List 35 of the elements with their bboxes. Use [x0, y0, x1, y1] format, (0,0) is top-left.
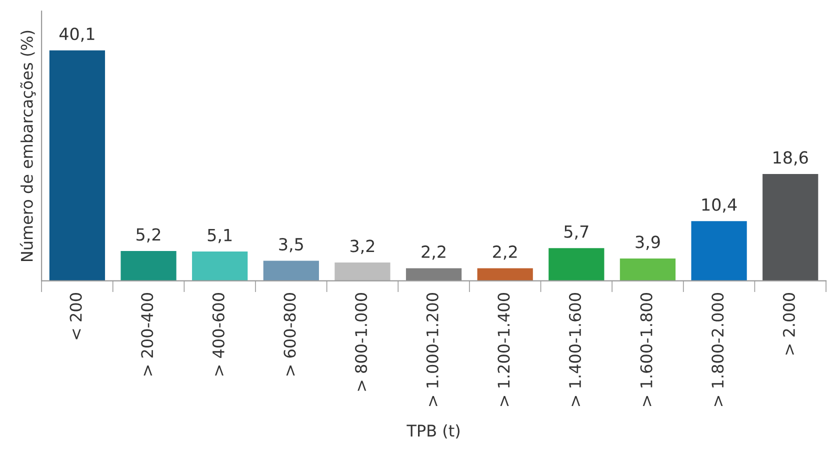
x-tick-label: > 1.200-1.400 — [498, 293, 510, 406]
bar — [192, 252, 248, 281]
data-label: 40,1 — [59, 28, 94, 42]
bar — [406, 268, 462, 281]
data-label: 18,6 — [774, 151, 808, 166]
x-tick-label: > 1.600-1.800 — [640, 293, 652, 406]
x-tick-label: > 800-1.000 — [355, 293, 368, 391]
x-tick-label: > 1.400-1.600 — [568, 293, 582, 406]
x-axis-title: TPB (t) — [406, 424, 460, 439]
data-label: 3,5 — [279, 238, 303, 252]
bar — [548, 248, 604, 281]
data-label: 3,9 — [636, 236, 660, 250]
data-label: 2,2 — [422, 245, 446, 260]
data-label: 5,2 — [136, 228, 160, 242]
x-tick-label: > 200-400 — [141, 293, 154, 376]
y-axis-title: Número de embarcações (%) — [20, 30, 36, 261]
data-label: 10,4 — [702, 198, 737, 213]
bar — [334, 262, 390, 281]
x-tick-label: > 1.800-2.000 — [712, 293, 724, 406]
data-label: 5,7 — [564, 226, 588, 240]
x-tick-label: > 2.000 — [782, 293, 795, 354]
bar — [477, 268, 533, 281]
x-tick-label: < 200 — [70, 293, 82, 340]
bar — [263, 260, 319, 281]
bar — [762, 174, 818, 281]
bar — [49, 50, 106, 281]
data-label: 2,2 — [493, 245, 517, 260]
bar — [620, 258, 676, 281]
data-label: 5,1 — [208, 228, 232, 244]
x-tick-label: > 600-800 — [284, 293, 296, 376]
x-tick-label: > 1.000-1.200 — [426, 293, 438, 406]
x-tick-label: > 400-600 — [212, 293, 224, 376]
bar — [691, 221, 747, 281]
data-label: 3,2 — [350, 240, 374, 254]
bar — [120, 250, 176, 281]
